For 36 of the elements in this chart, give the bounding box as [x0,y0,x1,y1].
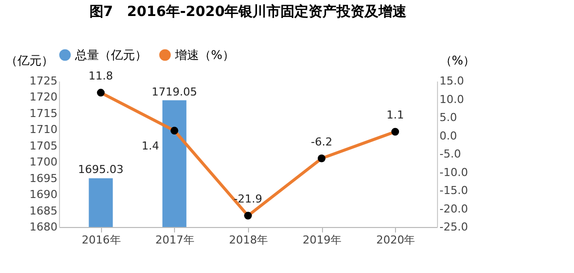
data-label: 11.8 [88,70,114,83]
y2-axis-title: （%） [440,54,476,68]
y-tick-label: 1720 [30,90,58,104]
x-tick-label: 2016年 [82,234,121,246]
data-label: 1.1 [386,108,404,122]
y-tick-label: 1695 [30,172,58,185]
y-tick-label: 1715 [30,106,58,120]
y2-tick-label: 15.0 [440,74,464,88]
data-label: 1719.05 [152,85,198,98]
y2-tick-label: 10.0 [440,92,464,106]
y2-tick-label: -20.0 [440,202,468,216]
x-tick-label: 2019年 [302,234,342,246]
x-tick-label: 2017年 [155,234,194,246]
y-tick-label: 1680 [30,220,58,234]
y-tick-label: 1705 [30,139,58,152]
y2-tick-label: -15.0 [440,184,468,197]
y2-tick-label: -10.0 [440,166,468,179]
data-label: 1695.03 [78,163,124,176]
data-label: 1.4 [142,140,160,153]
y-tick-label: 1685 [30,204,58,218]
chart-title: 图7 2016年-2020年银川市固定资产投资及增速 [89,3,408,20]
y-tick-label: 1700 [30,156,58,169]
y-tick-label: 1725 [30,74,58,88]
y-tick-label: 1690 [30,188,58,202]
legend-label: 总量（亿元） [74,48,147,62]
y2-tick-label: 5.0 [440,111,457,124]
y2-tick-label: -25.0 [440,220,468,234]
y2-tick-label: 0.0 [440,129,457,142]
y2-tick-label: -5.0 [440,148,461,160]
x-tick-label: 2020年 [376,234,416,246]
data-label: -21.9 [234,192,262,206]
data-label: -6.2 [310,135,332,148]
y-tick-label: 1710 [30,123,58,136]
legend-label: 增速（%） [174,48,234,62]
x-tick-label: 2018年 [229,234,268,246]
y-axis-title: （亿元） [6,54,54,68]
